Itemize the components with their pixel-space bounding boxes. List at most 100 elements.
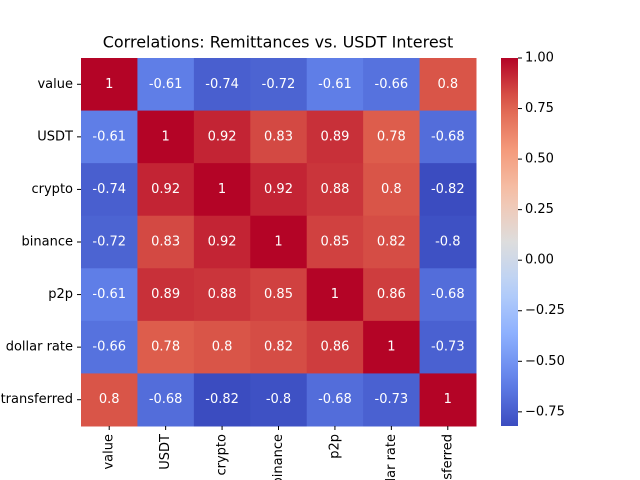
cell-label: -0.8 xyxy=(435,235,460,250)
colorbar-tick-label: −0.25 xyxy=(525,303,565,318)
cell-label: 0.83 xyxy=(264,129,293,144)
cell-label: 0.88 xyxy=(320,182,349,197)
cell-label: 0.92 xyxy=(208,235,237,250)
cell-label: -0.73 xyxy=(375,392,409,407)
cell-label: -0.8 xyxy=(266,392,291,407)
cell-label: 0.8 xyxy=(437,77,458,92)
cell-label: 0.89 xyxy=(151,287,180,302)
heatmap-cell xyxy=(419,320,477,374)
heatmap-cell xyxy=(306,320,364,374)
colorbar-tick-label: −0.75 xyxy=(525,404,565,419)
heatmap-cell xyxy=(193,110,251,164)
cell-label: 0.86 xyxy=(377,287,406,302)
y-tick-label: crypto xyxy=(32,182,74,197)
heatmap-cell xyxy=(81,320,138,374)
heatmap-cell xyxy=(137,373,195,427)
heatmap-cell xyxy=(250,268,308,322)
cell-label: 0.8 xyxy=(99,392,120,407)
cell-label: -0.61 xyxy=(92,129,126,144)
cell-label: 0.78 xyxy=(151,340,180,355)
heatmap-cell xyxy=(306,110,364,164)
heatmap-cell xyxy=(193,268,251,322)
cell-label: 1 xyxy=(105,77,113,92)
cell-label: 1 xyxy=(218,182,226,197)
heatmap-cell xyxy=(419,268,477,322)
heatmap-cell xyxy=(363,58,421,112)
x-tick-label: p2p xyxy=(327,434,342,459)
cell-label: 1 xyxy=(331,287,339,302)
cell-label: 0.92 xyxy=(264,182,293,197)
heatmap-cell xyxy=(81,268,138,322)
heatmap-cell xyxy=(137,320,195,374)
heatmap-cell xyxy=(193,320,251,374)
y-tick-label: USDT xyxy=(37,129,73,144)
heatmap-cell xyxy=(250,163,308,217)
heatmap-cell xyxy=(137,110,195,164)
x-tick-label: dollar rate xyxy=(384,434,399,480)
cell-label: 0.8 xyxy=(381,182,402,197)
heatmap-cell xyxy=(419,163,477,217)
cell-label: -0.74 xyxy=(205,77,239,92)
heatmap-cell xyxy=(306,58,364,112)
heatmap-cell xyxy=(363,320,421,374)
heatmap-cell xyxy=(363,373,421,427)
heatmap-cell xyxy=(419,215,477,269)
cell-label: -0.72 xyxy=(92,235,126,250)
chart-title: Correlations: Remittances vs. USDT Inter… xyxy=(103,33,454,52)
cell-label: -0.72 xyxy=(262,77,296,92)
cell-label: 0.89 xyxy=(320,129,349,144)
cell-label: 0.88 xyxy=(208,287,237,302)
cell-label: 0.83 xyxy=(151,235,180,250)
cell-label: -0.61 xyxy=(92,287,126,302)
cell-label: 0.78 xyxy=(377,129,406,144)
heatmap-cell xyxy=(419,373,477,427)
heatmap-cell xyxy=(363,163,421,217)
heatmap-cell xyxy=(363,215,421,269)
cell-label: 1 xyxy=(444,392,452,407)
cell-label: -0.68 xyxy=(318,392,352,407)
x-tick-label: value xyxy=(102,434,117,470)
heatmap-cell xyxy=(419,110,477,164)
cell-label: -0.68 xyxy=(149,392,183,407)
heatmap-cell xyxy=(250,215,308,269)
cell-label: 0.8 xyxy=(212,340,233,355)
cell-label: 0.82 xyxy=(264,340,293,355)
cell-label: 0.85 xyxy=(264,287,293,302)
heatmap-cell xyxy=(250,373,308,427)
heatmap-cell xyxy=(81,215,138,269)
cell-label: -0.66 xyxy=(92,340,126,355)
cell-label: -0.82 xyxy=(205,392,239,407)
heatmap-cell xyxy=(137,58,195,112)
colorbar-tick-label: 0.50 xyxy=(525,152,554,167)
colorbar-tick-label: 0.00 xyxy=(525,253,554,268)
cell-label: -0.61 xyxy=(318,77,352,92)
cell-label: 0.82 xyxy=(377,235,406,250)
x-tick-label: transferred xyxy=(440,434,455,480)
y-tick-label: value xyxy=(37,77,73,92)
heatmap-cell xyxy=(193,163,251,217)
heatmap-cell xyxy=(81,58,138,112)
heatmap-cell xyxy=(250,110,308,164)
colorbar-tick-label: 1.00 xyxy=(525,51,554,66)
colorbar-tick-label: 0.75 xyxy=(525,101,554,116)
heatmap-cell xyxy=(250,320,308,374)
cell-label: 1 xyxy=(162,129,170,144)
cell-label: 1 xyxy=(387,340,395,355)
heatmap-cell xyxy=(137,268,195,322)
cell-label: 1 xyxy=(274,235,282,250)
heatmap-cell xyxy=(137,163,195,217)
cell-label: -0.61 xyxy=(149,77,183,92)
heatmap-cell xyxy=(306,163,364,217)
cell-label: -0.74 xyxy=(92,182,126,197)
cell-label: -0.68 xyxy=(431,129,465,144)
heatmap-cell xyxy=(306,373,364,427)
heatmap-cell xyxy=(306,215,364,269)
colorbar-tick-label: 0.25 xyxy=(525,202,554,217)
x-tick-label: USDT xyxy=(158,434,173,470)
heatmap-cell xyxy=(250,58,308,112)
heatmap-cell xyxy=(81,373,138,427)
heatmap-cell xyxy=(306,268,364,322)
y-tick-label: dollar rate xyxy=(6,340,73,355)
cell-label: 0.86 xyxy=(320,340,349,355)
